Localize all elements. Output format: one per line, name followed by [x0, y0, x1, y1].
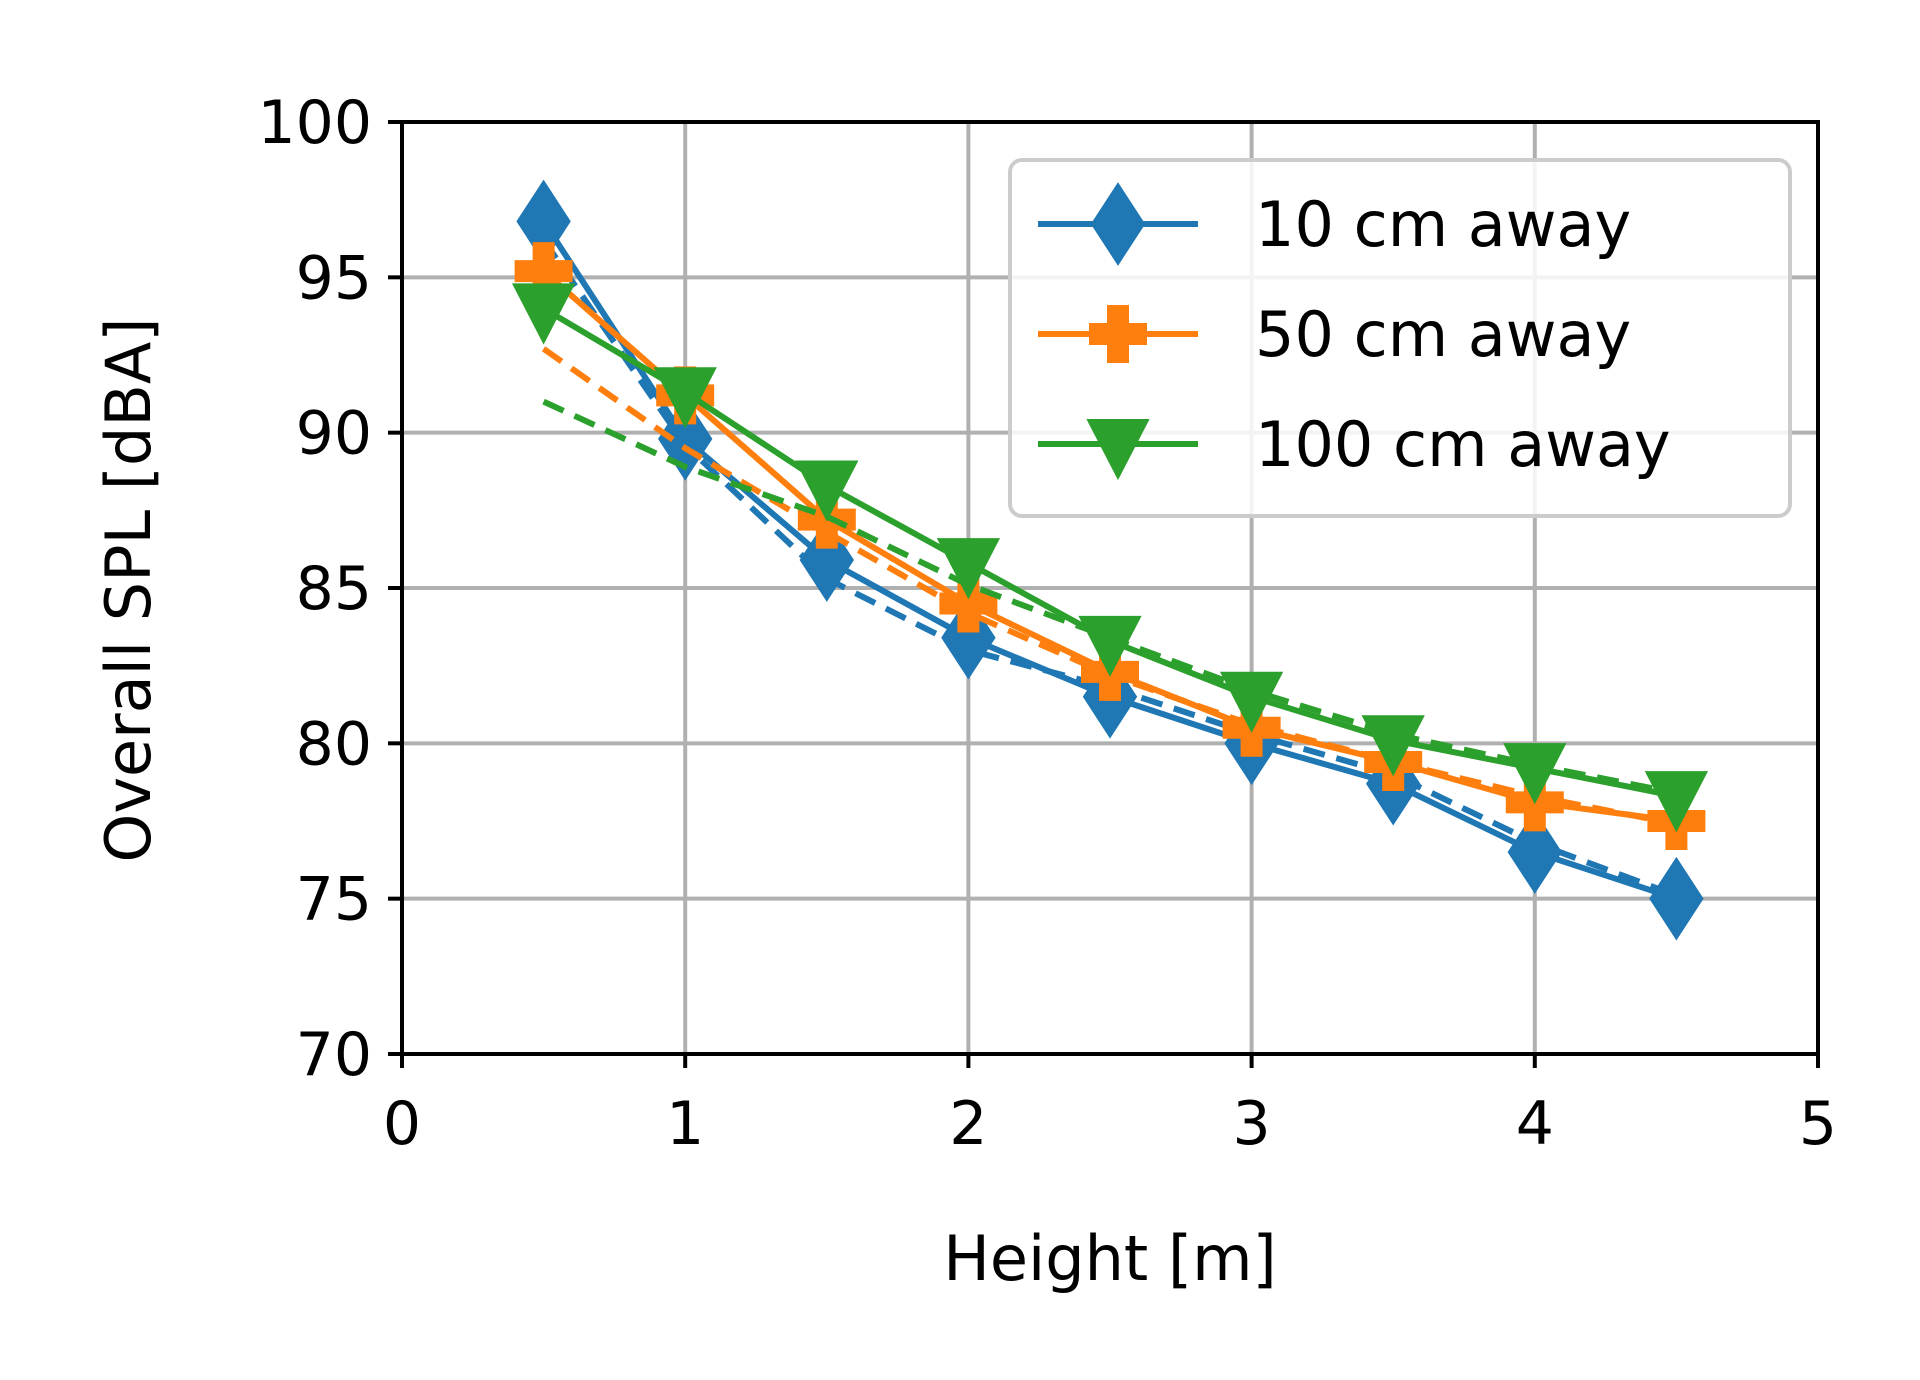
data-point — [936, 538, 1001, 600]
legend-box — [1008, 158, 1792, 518]
legend-item: 100 cm away — [1038, 408, 1671, 481]
data-point — [1078, 615, 1142, 677]
legend-marker — [1090, 182, 1146, 266]
y-tick-label: 85 — [296, 554, 372, 624]
x-tick-label: 5 — [1799, 1089, 1837, 1159]
x-tick-label: 2 — [949, 1089, 987, 1159]
y-tick-label: 90 — [296, 399, 372, 469]
data-point — [511, 283, 576, 345]
y-tick-label: 75 — [296, 865, 372, 935]
data-point — [1219, 671, 1284, 733]
legend-label: 100 cm away — [1255, 408, 1671, 481]
ticks: 0 1 2 3 4 5 70 75 80 85 90 95 100 — [257, 88, 1837, 1159]
data-point — [1503, 743, 1567, 805]
data-point — [939, 574, 998, 633]
x-tick-label: 0 — [383, 1089, 421, 1159]
legend-label: 10 cm away — [1255, 188, 1631, 261]
legend-marker — [1086, 419, 1150, 481]
series-layer — [511, 179, 1709, 941]
x-tick-label: 4 — [1516, 1089, 1554, 1159]
legend-item: 50 cm away — [1038, 298, 1631, 371]
data-point — [1649, 856, 1704, 941]
x-axis-label: Height [m] — [943, 1222, 1276, 1295]
data-point — [1644, 771, 1709, 833]
data-point — [795, 460, 859, 522]
x-tick-label: 1 — [666, 1089, 704, 1159]
legend: 10 cm away 50 cm away 100 cm away — [1008, 158, 1792, 518]
data-point — [1507, 810, 1562, 894]
legend-label: 50 cm away — [1255, 298, 1631, 371]
series-2 — [511, 283, 1709, 833]
data-point — [1361, 715, 1425, 777]
x-tick-label: 3 — [1233, 1089, 1271, 1159]
y-axis-label: Overall SPL [dBA] — [92, 318, 165, 863]
y-tick-label: 100 — [257, 88, 372, 158]
y-tick-label: 80 — [296, 709, 372, 779]
legend-marker — [1089, 305, 1147, 363]
data-point — [653, 367, 717, 429]
y-tick-label: 95 — [296, 243, 372, 313]
y-tick-label: 70 — [296, 1020, 372, 1090]
legend-item: 10 cm away — [1038, 182, 1631, 266]
